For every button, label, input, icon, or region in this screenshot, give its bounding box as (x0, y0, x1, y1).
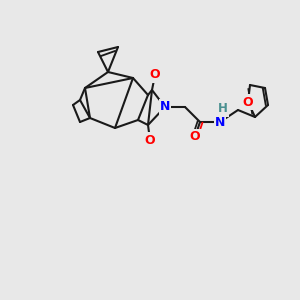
Text: O: O (190, 130, 200, 143)
Text: N: N (160, 100, 170, 113)
Text: O: O (145, 134, 155, 146)
Text: H: H (218, 103, 228, 116)
Text: O: O (150, 68, 160, 82)
Text: O: O (243, 95, 253, 109)
Text: N: N (215, 116, 225, 128)
